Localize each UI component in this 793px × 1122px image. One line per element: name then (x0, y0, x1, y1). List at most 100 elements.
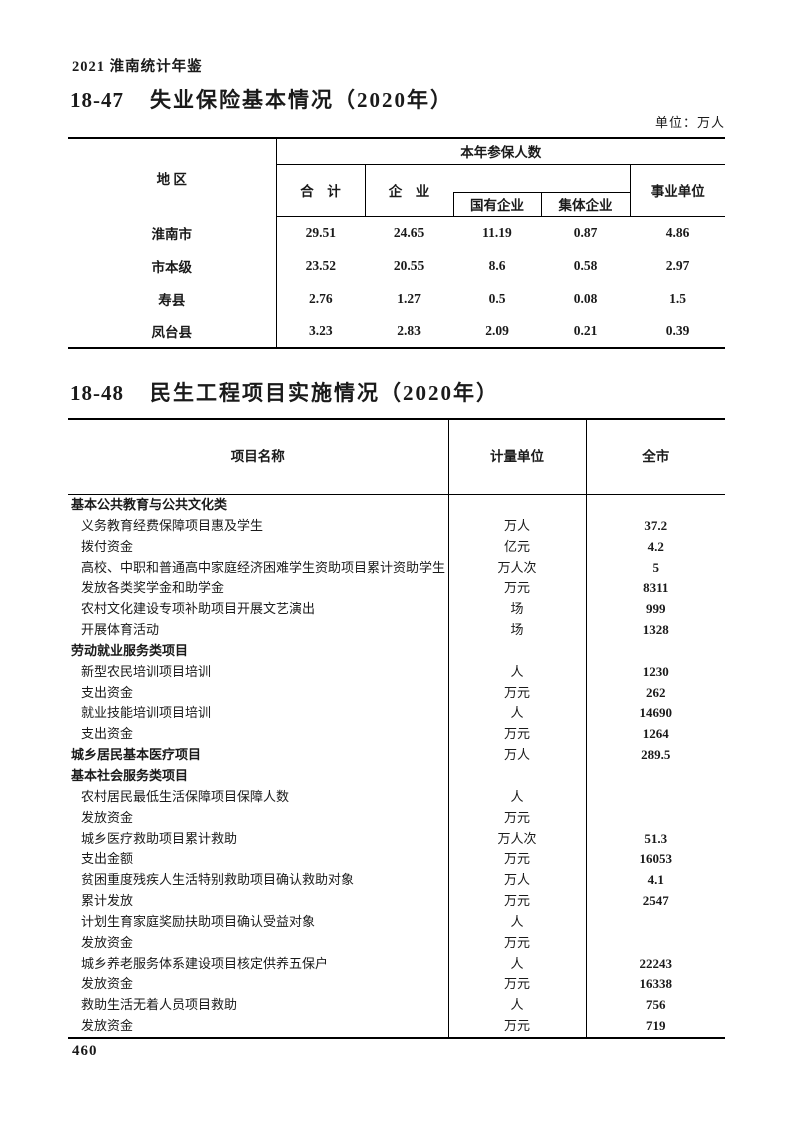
unit-cell: 人 (448, 953, 587, 975)
table-row: 开展体育活动 场 1328 (68, 620, 725, 641)
unit-cell: 万人 (448, 870, 587, 892)
total-cell: 23.52 (305, 257, 336, 273)
enterprise-cell: 20.55 (393, 257, 425, 273)
table-row: 新型农民培训项目培训 人 1230 (68, 661, 725, 683)
table1-title-text: 失业保险基本情况（2020年） (150, 88, 453, 112)
project-name-cell: 发放各类奖学金和助学金 (68, 578, 449, 600)
header-region: 地 区 (68, 138, 277, 216)
table-row: 支出资金 万元 1264 (68, 724, 725, 746)
table-row: 市本级 23.52 20.55 8.6 0.58 2.97 (68, 249, 725, 282)
table-row: 义务教育经费保障项目惠及学生 万人 37.2 (68, 515, 725, 537)
table-row: 寿县 2.76 1.27 0.5 0.08 1.5 (68, 282, 725, 315)
table-row: 发放资金 万元 (68, 807, 725, 829)
unit-cell: 万人 (448, 745, 587, 766)
total-cell: 3.23 (308, 323, 333, 338)
table-row: 淮南市 29.51 24.65 11.19 0.87 4.86 (68, 216, 725, 249)
project-name-cell: 发放资金 (68, 807, 449, 829)
project-name-cell: 累计发放 (68, 891, 449, 912)
project-name-cell: 拨付资金 (68, 536, 449, 558)
table-row: 城乡医疗救助项目累计救助 万人次 51.3 (68, 828, 725, 850)
table-row: 高校、中职和普通高中家庭经济困难学生资助项目累计资助学生 万人次 5 (68, 557, 725, 579)
unemployment-insurance-table: 地 区 本年参保人数 合 计 企 业 事业单位 国有企业 集体企业 淮南市 29… (68, 137, 726, 349)
project-name-cell: 城乡养老服务体系建设项目核定供养五保户 (68, 953, 449, 975)
total-cell: 2.76 (308, 290, 333, 306)
table1-header-row-2: 合 计 企 业 事业单位 (68, 164, 726, 217)
table2-header-row: 项目名称 计量单位 全市 (68, 419, 725, 495)
table-row: 救助生活无着人员项目救助 人 756 (68, 995, 725, 1017)
table-row: 劳动就业服务类项目 (68, 640, 725, 662)
table-row: 城乡居民基本医疗项目 万人 289.5 (68, 745, 725, 766)
value-cell: 5 (652, 559, 660, 575)
table-row: 凤台县 3.23 2.83 2.09 0.21 0.39 (68, 315, 725, 348)
collective-cell: 0.08 (573, 290, 598, 306)
table-row: 发放各类奖学金和助学金 万元 8311 (68, 578, 725, 600)
value-cell (586, 787, 725, 808)
table1-header-row-1: 地 区 本年参保人数 (68, 138, 726, 216)
state-owned-cell: 11.19 (482, 224, 512, 240)
value-cell: 51.3 (644, 830, 668, 846)
unit-cell: 亿元 (448, 536, 587, 558)
unit-cell: 万元 (448, 932, 587, 954)
project-name-cell: 发放资金 (68, 1016, 449, 1038)
project-name-cell: 基本社会服务类项目 (68, 765, 449, 787)
table-row: 发放资金 万元 16338 (68, 974, 725, 996)
header-enterprise: 企 业 (365, 164, 453, 217)
value-cell (586, 641, 725, 662)
state-owned-cell: 8.6 (488, 257, 506, 273)
value-cell: 37.2 (644, 517, 668, 533)
table-row: 累计发放 万元 2547 (68, 891, 725, 912)
table1-code: 18-47 (70, 88, 124, 112)
value-cell (586, 495, 725, 516)
project-name-cell: 农村文化建设专项补助项目开展文艺演出 (68, 599, 449, 621)
value-cell: 1230 (642, 663, 669, 679)
unit-cell: 人 (448, 661, 587, 683)
project-name-cell: 劳动就业服务类项目 (68, 640, 449, 662)
enterprise-cell: 2.83 (397, 323, 421, 338)
unit-cell: 万元 (448, 807, 587, 829)
unit-cell: 万元 (448, 849, 587, 871)
table1-body: 淮南市 29.51 24.65 11.19 0.87 4.86 市本级 23.5… (68, 216, 725, 348)
table-row: 支出金额 万元 16053 (68, 849, 725, 871)
value-cell: 16053 (639, 851, 673, 867)
table2-title-text: 民生工程项目实施情况（2020年） (150, 381, 499, 405)
region-cell: 淮南市 (68, 216, 277, 249)
project-name-cell: 义务教育经费保障项目惠及学生 (68, 515, 449, 537)
unit-cell: 万人 (448, 515, 587, 537)
value-cell: 756 (646, 997, 666, 1013)
yearbook-title: 2021 淮南统计年鉴 (72, 59, 203, 75)
table2-title: 18-48 民生工程项目实施情况（2020年） (70, 377, 499, 407)
project-name-cell: 高校、中职和普通高中家庭经济困难学生资助项目累计资助学生 (68, 557, 449, 579)
table-row: 城乡养老服务体系建设项目核定供养五保户 人 22243 (68, 953, 725, 975)
table-row: 基本公共教育与公共文化类 (68, 494, 725, 516)
value-cell: 719 (646, 1018, 666, 1034)
unit-cell (448, 640, 587, 662)
public-institution-cell: 2.97 (665, 257, 690, 273)
public-institution-cell: 1.5 (669, 290, 686, 306)
project-name-cell: 农村居民最低生活保障项目保障人数 (68, 786, 449, 808)
value-cell: 8311 (643, 580, 669, 596)
table-row: 基本社会服务类项目 (68, 765, 725, 787)
header-insured-count-group: 本年参保人数 (276, 138, 726, 165)
header-public-institution: 事业单位 (629, 164, 726, 217)
value-cell: 1328 (642, 622, 669, 638)
project-name-cell: 发放资金 (68, 974, 449, 996)
header-state-owned-enterprise: 国有企业 (452, 192, 542, 217)
unit-cell: 万元 (448, 578, 587, 600)
header-enterprise-subgroup-spacer (453, 164, 631, 193)
table-row: 贫困重度残疾人生活特别救助项目确认救助对象 万人 4.1 (68, 870, 725, 892)
value-cell: 1264 (642, 726, 669, 742)
region-cell: 凤台县 (68, 315, 277, 348)
collective-cell: 0.21 (573, 323, 598, 338)
table2-code: 18-48 (70, 381, 124, 405)
unit-cell: 万元 (448, 891, 587, 912)
unit-cell (448, 765, 587, 787)
table-row: 支出资金 万元 262 (68, 682, 725, 704)
state-owned-cell: 0.5 (488, 290, 506, 306)
table-row: 农村居民最低生活保障项目保障人数 人 (68, 786, 725, 808)
value-cell: 16338 (639, 976, 673, 992)
enterprise-cell: 24.65 (393, 224, 425, 240)
table-row: 农村文化建设专项补助项目开展文艺演出 场 999 (68, 599, 725, 621)
value-cell: 4.2 (647, 538, 664, 554)
header-project-name: 项目名称 (68, 419, 449, 495)
